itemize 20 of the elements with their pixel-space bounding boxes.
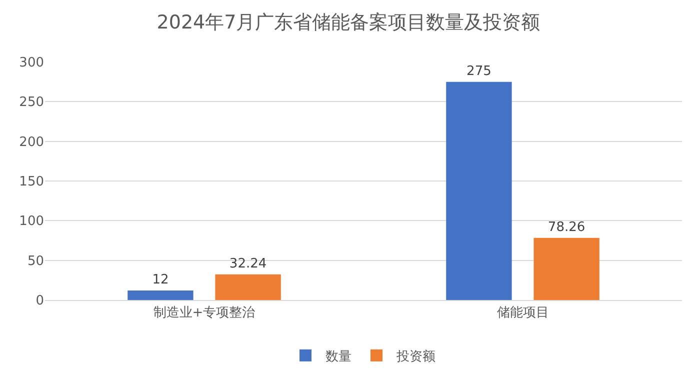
bar [534, 238, 600, 300]
bar [446, 82, 512, 300]
y-tick-label: 200 [19, 134, 44, 150]
x-tick-label: 储能项目 [496, 306, 549, 321]
y-tick-label: 0 [36, 294, 44, 309]
data-label: 12 [152, 272, 169, 288]
chart-title: 2024年7月广东省储能备案项目数量及投资额 [156, 12, 540, 34]
y-tick-label: 150 [19, 174, 44, 190]
legend-label: 数量 [326, 349, 352, 364]
data-label: 32.24 [229, 256, 267, 272]
bar [215, 274, 281, 300]
y-tick-label: 100 [19, 214, 44, 230]
y-tick-label: 250 [19, 95, 44, 110]
y-tick-label: 300 [19, 56, 44, 71]
bar [128, 290, 194, 300]
legend-label: 投资额 [396, 349, 436, 364]
x-tick-label: 制造业+专项整治 [153, 306, 256, 321]
data-label: 78.26 [548, 220, 586, 235]
data-label: 275 [466, 64, 492, 79]
y-tick-label: 50 [27, 254, 44, 269]
